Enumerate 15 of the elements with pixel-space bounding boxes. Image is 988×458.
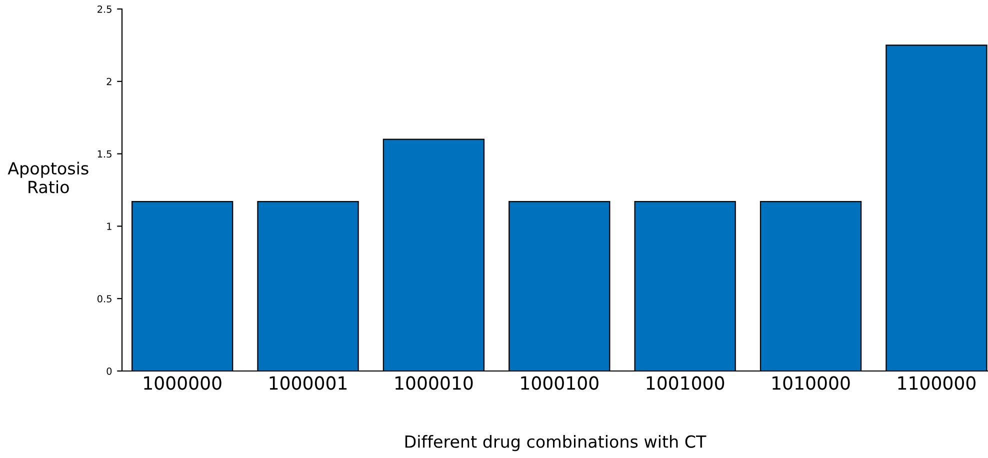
- y-tick-label: 0: [106, 367, 112, 375]
- x-tick-label: 1000010: [395, 376, 473, 390]
- x-tick-label: 1000001: [270, 376, 347, 390]
- x-tick-label: 1000000: [144, 376, 222, 390]
- y-tick-label: 1.5: [98, 150, 112, 158]
- x-tick-label: 1001000: [646, 376, 724, 390]
- x-tick-label: 1000100: [521, 376, 598, 390]
- y-tick-label: 0.5: [97, 295, 112, 302]
- x-tick-label: 1100000: [898, 376, 976, 390]
- x-axis-title: Different drug combinations with CT: [405, 435, 706, 452]
- y-tick-label: 2: [106, 78, 112, 86]
- y-tick-label: 2.5: [98, 5, 112, 13]
- x-tick-label: 1010000: [772, 376, 850, 390]
- y-tick-label: 1: [107, 222, 112, 230]
- y-axis-title: Apoptosis Ratio: [8, 162, 88, 194]
